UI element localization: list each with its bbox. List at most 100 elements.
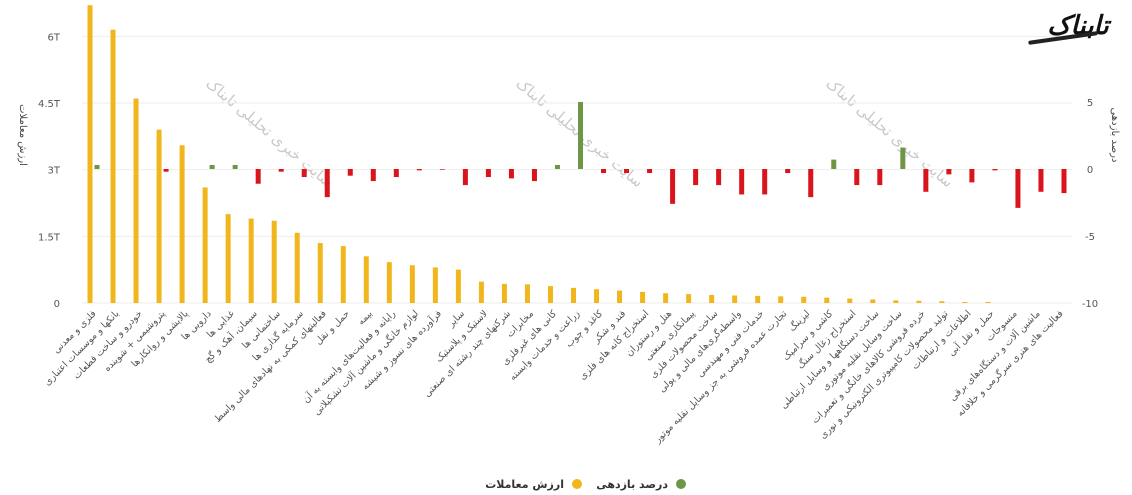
return-bar <box>923 169 929 192</box>
left-tick-label: 0 <box>54 299 60 310</box>
return-bar <box>255 169 261 184</box>
return-bar <box>232 164 238 169</box>
value-bar <box>686 294 692 303</box>
legend-value-swatch <box>572 479 582 489</box>
value-bar <box>133 98 139 303</box>
return-bar <box>301 169 307 178</box>
value-bar <box>985 302 991 303</box>
legend-value-label: ارزش معاملات <box>485 478 564 491</box>
legend-return-swatch <box>676 479 686 489</box>
return-bar <box>209 164 215 169</box>
value-bar <box>709 295 715 303</box>
value-bar <box>340 246 346 303</box>
value-bar <box>640 291 646 303</box>
return-bar <box>94 164 100 169</box>
return-bar <box>347 169 353 176</box>
return-series <box>94 102 1067 208</box>
return-bar <box>624 169 630 174</box>
value-bar <box>617 290 623 303</box>
return-bar <box>578 102 583 169</box>
return-bar <box>439 169 445 170</box>
right-axis-ticks: -10 -5 0 5 <box>1082 98 1098 310</box>
value-bar <box>594 289 600 303</box>
value-bar <box>271 220 277 303</box>
return-bar <box>992 169 998 171</box>
return-bar <box>647 169 653 174</box>
value-bar <box>363 256 369 303</box>
value-bar <box>801 296 807 303</box>
tabnak-logo: تابناک <box>1028 4 1128 48</box>
left-axis-title: ارزش معاملات <box>17 104 28 166</box>
return-bar <box>163 169 169 172</box>
value-bar <box>732 295 738 303</box>
value-bar <box>156 129 162 303</box>
right-tick-label: -5 <box>1085 232 1095 243</box>
value-series <box>87 5 991 304</box>
return-bar <box>416 169 422 171</box>
value-bar <box>432 267 438 303</box>
value-bar <box>110 29 116 304</box>
right-tick-label: -10 <box>1082 299 1098 310</box>
value-bar <box>478 281 484 303</box>
value-bar <box>386 262 392 303</box>
value-bar <box>571 287 576 303</box>
watermark-1: سایت خبری تحلیلی تابناک <box>202 74 336 191</box>
watermark-3: سایت خبری تحلیلی تابناک <box>822 74 956 191</box>
left-tick-label: 3T <box>48 166 61 177</box>
return-bar <box>969 169 975 183</box>
return-bar <box>531 169 537 182</box>
value-bar <box>870 299 876 303</box>
return-bar <box>324 169 330 198</box>
return-bar <box>508 169 514 179</box>
return-bar <box>485 169 491 178</box>
gridlines <box>82 35 1072 304</box>
return-bar <box>393 169 399 178</box>
return-bar <box>462 169 468 186</box>
return-bar <box>877 169 883 186</box>
return-bar <box>716 169 722 186</box>
value-bar <box>179 145 185 303</box>
value-bar <box>893 300 899 303</box>
value-bar <box>317 243 323 303</box>
value-bar <box>501 283 507 303</box>
value-bar <box>962 302 968 303</box>
return-bar <box>831 159 837 169</box>
right-tick-label: 0 <box>1087 165 1093 176</box>
return-bar <box>693 169 699 186</box>
value-bar <box>663 293 669 303</box>
right-tick-label: 5 <box>1087 98 1093 109</box>
left-tick-label: 4.5T <box>38 99 61 110</box>
value-bar <box>755 295 761 303</box>
value-bar <box>294 232 300 303</box>
return-bar <box>1038 169 1044 192</box>
value-bar <box>916 300 922 303</box>
return-bar <box>670 169 676 204</box>
legend: ارزش معاملات درصد بازدهی <box>485 478 686 491</box>
return-bar <box>762 169 768 195</box>
value-bar <box>778 296 784 303</box>
left-tick-label: 1.5T <box>38 232 61 243</box>
value-bar <box>455 269 461 303</box>
return-bar <box>278 169 284 172</box>
return-bar <box>946 169 952 175</box>
return-bar <box>1015 169 1021 208</box>
value-bar <box>847 298 853 303</box>
return-bar <box>601 169 607 174</box>
left-axis-ticks: 0 1.5T 3T 4.5T 6T <box>38 32 61 310</box>
return-bar <box>739 169 745 195</box>
value-bar <box>248 218 254 303</box>
return-bar <box>554 164 560 169</box>
left-tick-label: 6T <box>48 32 61 43</box>
value-bar <box>524 284 530 303</box>
value-bar <box>547 286 553 303</box>
value-bar <box>409 265 415 303</box>
return-bar <box>854 169 860 186</box>
category-label: بیمه <box>356 308 375 327</box>
return-bar <box>1061 169 1067 194</box>
return-bar <box>900 147 906 169</box>
value-bar <box>87 5 93 303</box>
value-bar <box>225 214 231 303</box>
return-bar <box>808 169 814 198</box>
